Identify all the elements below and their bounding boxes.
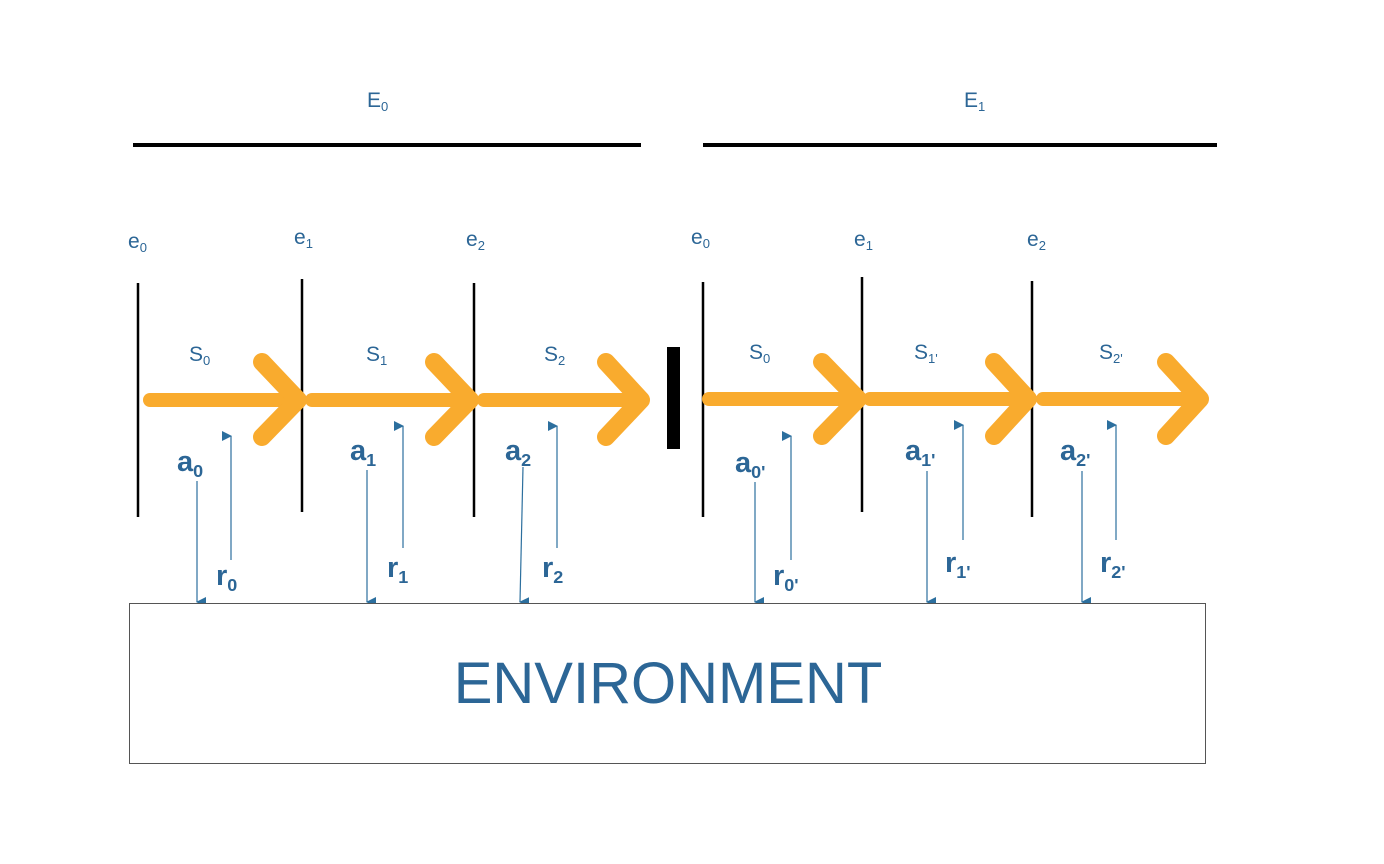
step-label: e1: [854, 228, 873, 254]
action-arrow: [519, 466, 530, 608]
reward-label: r1': [945, 547, 971, 582]
environment-label: ENVIRONMENT: [453, 651, 883, 716]
transition-arrow: [702, 353, 867, 445]
state-label: S1: [366, 343, 388, 369]
reward-label: r2: [542, 552, 564, 587]
state-label: S1': [914, 341, 938, 367]
episode-label: E1: [964, 89, 986, 115]
action-label: a0: [177, 446, 204, 481]
transition-arrow: [1036, 353, 1209, 445]
step-label: e0: [691, 226, 710, 252]
action-label: a1: [350, 435, 377, 470]
action-label: a0': [735, 447, 766, 482]
transition-arrow: [143, 353, 307, 446]
episode-label: E0: [367, 89, 389, 115]
step-label: e1: [294, 226, 313, 252]
step-label: e2: [1027, 228, 1046, 254]
state-label: S2: [544, 343, 566, 369]
step-label: e2: [466, 228, 485, 254]
action-label: a1': [905, 435, 936, 470]
state-label: S0: [189, 343, 211, 369]
reward-label: r1: [387, 552, 409, 587]
environment-box: [129, 603, 1206, 764]
reward-label: r0': [773, 560, 799, 595]
transition-arrow: [305, 353, 479, 446]
episode-boundary-marker: [667, 347, 680, 449]
step-label: e0: [128, 230, 147, 256]
state-label: S0: [749, 341, 771, 367]
state-label: S2': [1099, 341, 1123, 367]
action-label: a2': [1060, 435, 1091, 470]
reward-label: r0: [216, 560, 238, 595]
reward-label: r2': [1100, 547, 1126, 582]
transition-arrow: [863, 353, 1037, 445]
action-label: a2: [505, 435, 532, 470]
transition-arrow: [477, 353, 650, 446]
